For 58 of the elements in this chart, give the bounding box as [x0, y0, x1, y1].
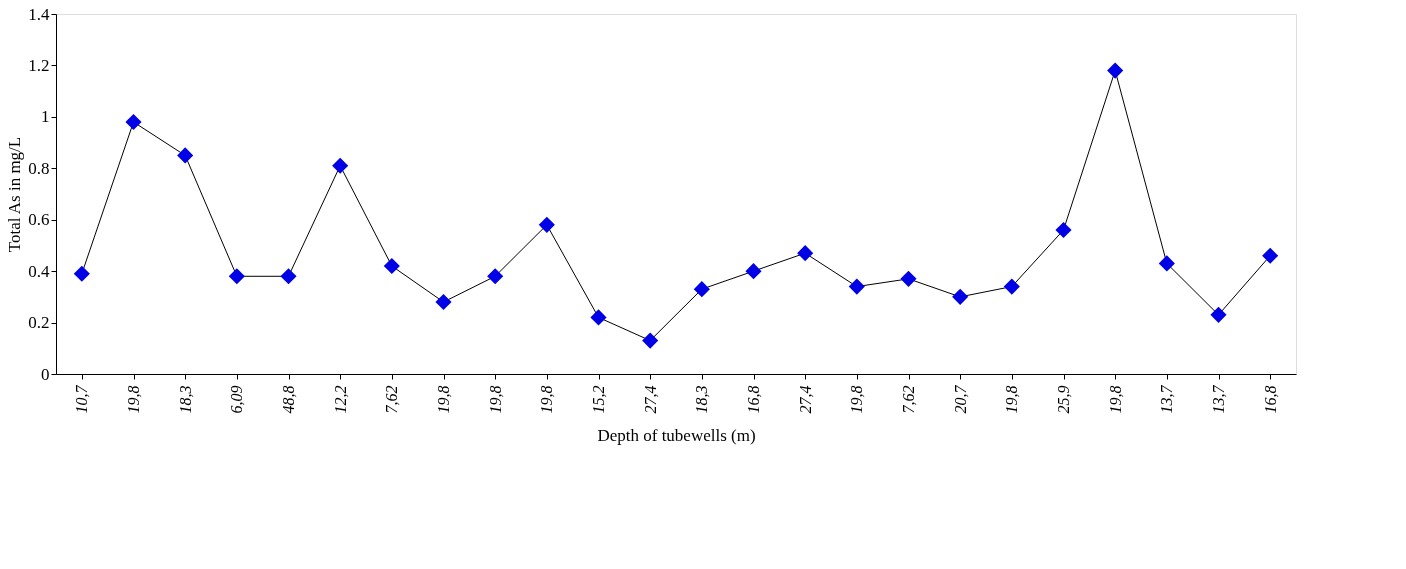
x-tick-label: 16,8 [745, 385, 762, 414]
x-tick-label: 13,7 [1158, 384, 1176, 414]
point [642, 332, 659, 349]
x-tick-label: 20,7 [951, 384, 969, 414]
y-tick-label: 1 [41, 107, 50, 127]
point [435, 293, 452, 311]
point [177, 147, 194, 164]
y-tick-label: 0 [41, 364, 50, 384]
x-tick-label: 19,8 [538, 385, 556, 414]
x-tick-label: 18,3 [693, 385, 711, 414]
point [590, 309, 607, 326]
point [1158, 255, 1175, 272]
y-tick-label: 0.4 [28, 261, 50, 281]
y-tick-label: 0.2 [28, 313, 50, 333]
x-tick-label: 19,8 [435, 385, 452, 414]
x-tick-label: 19,8 [125, 385, 142, 414]
x-tick-label: 6,09 [228, 385, 246, 414]
x-tick-label: 25,9 [1055, 385, 1072, 414]
x-tick-label: 27,4 [796, 385, 814, 414]
x-tick-label: 10,7 [73, 384, 91, 414]
point [487, 268, 504, 285]
y-tick-label: 1.4 [28, 4, 50, 24]
point [900, 270, 917, 287]
point [1262, 247, 1279, 264]
point [383, 257, 400, 275]
point [1210, 306, 1227, 323]
point [332, 157, 349, 174]
x-tick-label: 7,62 [383, 385, 401, 414]
x-tick-label: 18,3 [176, 385, 194, 414]
x-tick-label: 12,2 [331, 385, 349, 414]
y-tick-label: 0.6 [28, 210, 50, 230]
x-tick-label: 15,2 [590, 385, 607, 414]
y-tick-label: 0.8 [28, 158, 50, 178]
point [125, 113, 142, 131]
point [1055, 221, 1072, 239]
y-tick-label: 1.2 [28, 55, 50, 75]
point [280, 268, 297, 285]
x-tick-label: 48,8 [280, 385, 297, 414]
point [228, 268, 245, 285]
x-tick-label: 19,8 [486, 385, 504, 414]
point [693, 281, 710, 298]
point [952, 288, 969, 305]
point [745, 263, 762, 280]
point [538, 216, 555, 233]
y-axis-title: Total As in mg/L [5, 136, 25, 253]
point [73, 265, 90, 282]
point [848, 278, 865, 295]
point [797, 245, 814, 262]
point [1003, 278, 1020, 295]
x-tick-label: 19,8 [1106, 385, 1124, 414]
point [1107, 62, 1124, 79]
x-tick-label: 27,4 [641, 385, 659, 414]
x-axis-title: Depth of tubewells (m) [597, 425, 756, 445]
x-tick-label: 7,62 [900, 385, 917, 414]
x-tick-label: 13,7 [1210, 384, 1227, 414]
x-tick-label: 19,8 [848, 385, 866, 414]
x-tick-label: 19,8 [1003, 385, 1021, 414]
x-tick-label: 16,8 [1261, 385, 1279, 414]
